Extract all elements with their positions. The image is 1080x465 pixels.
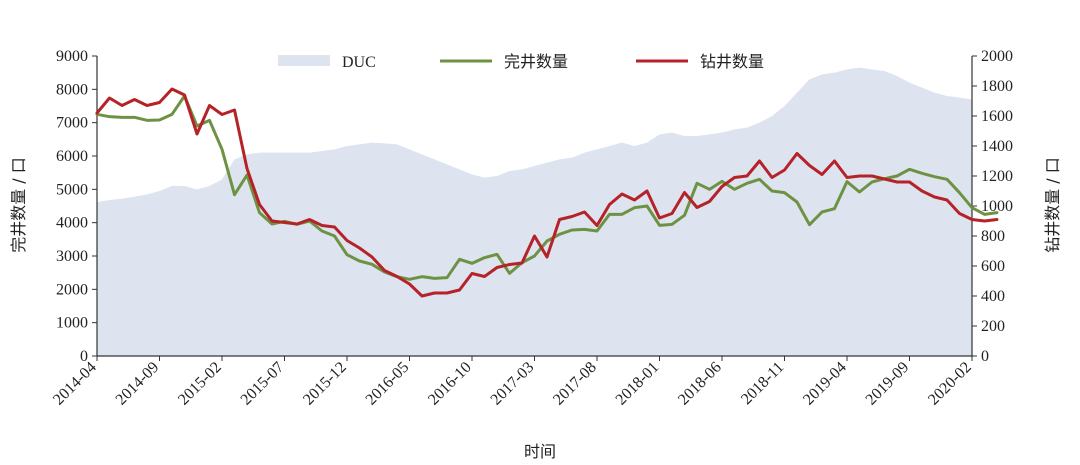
drilled-wells-line bbox=[95, 87, 999, 298]
right-tick-label: 1400 bbox=[981, 138, 1013, 155]
x-tick-label: 2018-06 bbox=[675, 359, 725, 409]
x-tick-label: 2014-04 bbox=[50, 359, 100, 409]
x-tick-label: 2019-09 bbox=[863, 359, 913, 409]
right-tick-label: 2000 bbox=[981, 48, 1013, 65]
legend: DUC 完井数量 钻井数量 bbox=[278, 52, 764, 71]
left-axis-title: 完井数量 / 口 bbox=[9, 157, 28, 253]
x-tick-label: 2016-05 bbox=[363, 359, 413, 409]
x-tick-label: 2016-10 bbox=[425, 359, 475, 409]
x-tick-label: 2017-03 bbox=[488, 359, 538, 409]
right-tick-label: 400 bbox=[981, 288, 1005, 305]
left-tick-label: 7000 bbox=[56, 115, 88, 132]
left-tick-label: 9000 bbox=[56, 48, 88, 65]
legend-duc-label: DUC bbox=[342, 54, 376, 71]
completions-line bbox=[95, 94, 999, 281]
right-tick-label: 1800 bbox=[981, 78, 1013, 95]
legend-duc: DUC bbox=[278, 54, 376, 71]
x-tick-label: 2020-02 bbox=[925, 359, 975, 409]
left-tick-label: 8000 bbox=[56, 81, 88, 98]
x-tick-label: 2015-07 bbox=[238, 359, 288, 409]
x-tick-label: 2014-09 bbox=[113, 359, 163, 409]
right-tick-label: 1000 bbox=[981, 198, 1013, 215]
legend-duc-swatch bbox=[278, 55, 330, 66]
x-axis-title: 时间 bbox=[524, 442, 556, 461]
x-tick-label: 2019-04 bbox=[800, 359, 850, 409]
left-tick-label: 3000 bbox=[56, 248, 88, 265]
right-tick-label: 1600 bbox=[981, 108, 1013, 125]
legend-drilled: 钻井数量 bbox=[636, 52, 764, 71]
left-tick-label: 2000 bbox=[56, 281, 88, 298]
legend-drilled-label: 钻井数量 bbox=[700, 52, 764, 71]
right-tick-label: 0 bbox=[981, 348, 989, 365]
left-tick-label: 6000 bbox=[56, 148, 88, 165]
x-tick-label: 2015-12 bbox=[300, 359, 350, 409]
left-tick-label: 0 bbox=[80, 348, 88, 365]
duc-area bbox=[97, 67, 972, 357]
legend-completions: 完井数量 bbox=[440, 52, 568, 71]
right-tick-label: 800 bbox=[981, 228, 1005, 245]
right-tick-label: 1200 bbox=[981, 168, 1013, 185]
right-tick-label: 600 bbox=[981, 258, 1005, 275]
legend-completions-label: 完井数量 bbox=[504, 52, 568, 71]
duc-area-layer bbox=[97, 67, 972, 357]
left-tick-label: 1000 bbox=[56, 315, 88, 332]
left-tick-label: 5000 bbox=[56, 181, 88, 198]
left-tick-label: 4000 bbox=[56, 215, 88, 232]
x-tick-label: 2015-02 bbox=[175, 359, 225, 409]
x-tick-label: 2017-08 bbox=[550, 359, 600, 409]
lines-layer bbox=[95, 87, 999, 298]
right-tick-label: 200 bbox=[981, 318, 1005, 335]
x-tick-label: 2018-11 bbox=[738, 359, 787, 408]
x-tick-label: 2018-01 bbox=[613, 359, 663, 409]
right-axis-title: 钻井数量 / 口 bbox=[1043, 157, 1062, 253]
